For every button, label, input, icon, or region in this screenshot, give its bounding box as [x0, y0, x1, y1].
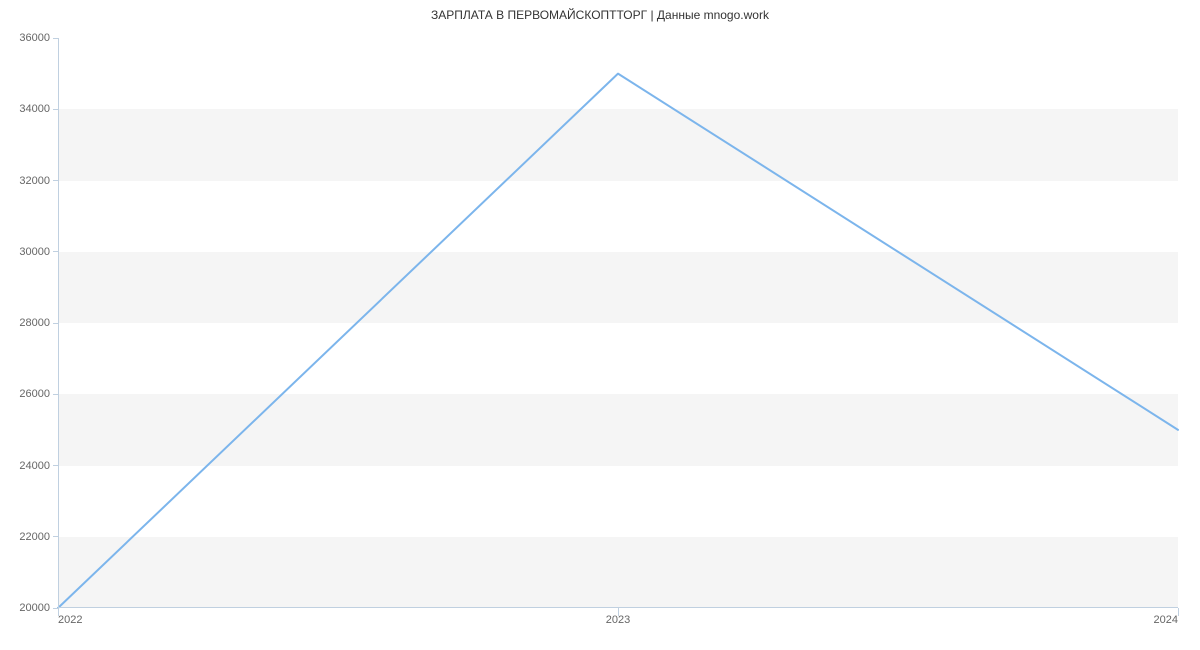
- y-tick-label: 32000: [19, 175, 58, 187]
- y-tick-label: 30000: [19, 246, 58, 258]
- line-layer: [58, 38, 1178, 608]
- x-tick-label: 2023: [606, 608, 630, 626]
- series-line: [58, 74, 1178, 608]
- y-tick-label: 24000: [19, 460, 58, 472]
- chart-title: ЗАРПЛАТА В ПЕРВОМАЙСКОПТТОРГ | Данные mn…: [0, 8, 1200, 22]
- y-tick-label: 28000: [19, 317, 58, 329]
- y-axis-line: [58, 38, 59, 608]
- y-tick-label: 22000: [19, 531, 58, 543]
- x-tick-label: 2022: [58, 608, 82, 626]
- y-tick-label: 34000: [19, 103, 58, 115]
- x-tick-label: 2024: [1154, 608, 1178, 626]
- y-tick-label: 20000: [19, 602, 58, 614]
- salary-line-chart: ЗАРПЛАТА В ПЕРВОМАЙСКОПТТОРГ | Данные mn…: [0, 0, 1200, 650]
- plot-area: 2000022000240002600028000300003200034000…: [58, 38, 1178, 608]
- y-tick-label: 26000: [19, 388, 58, 400]
- y-tick-label: 36000: [19, 32, 58, 44]
